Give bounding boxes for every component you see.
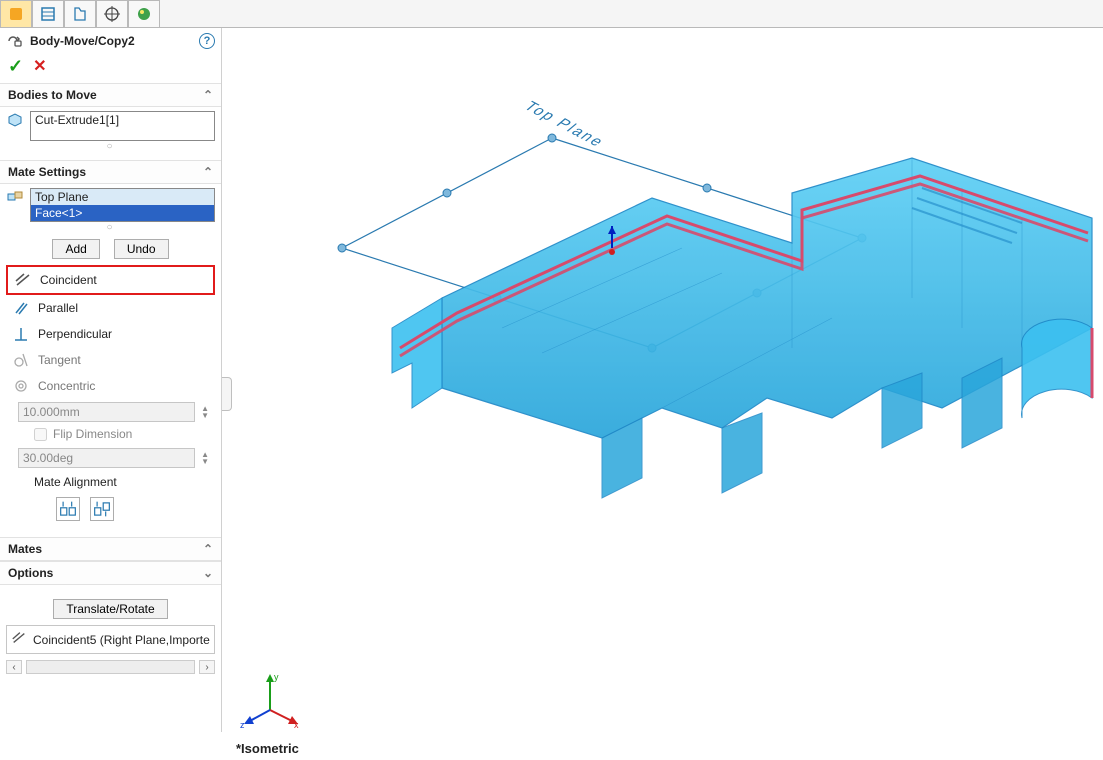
panel-drag-handle[interactable] (222, 377, 232, 411)
resize-grip[interactable]: ○ (6, 222, 215, 233)
applied-mate-label: Coincident5 (Right Plane,Importe (33, 633, 210, 647)
scroll-left[interactable]: ‹ (6, 660, 22, 674)
mate-label: Coincident (40, 273, 97, 287)
appearance-icon (135, 5, 153, 23)
mate-entity-item-selected[interactable]: Face<1> (31, 205, 214, 221)
move-copy-icon (6, 32, 24, 50)
align-opposite-icon (91, 498, 113, 520)
mates-section-title: Mates (8, 542, 42, 556)
bodies-section-body: Cut-Extrude1[1] ○ (0, 107, 221, 160)
mate-type-list: Coincident Parallel Perpendicular Tangen… (6, 265, 215, 399)
mate-tangent[interactable]: Tangent (6, 347, 215, 373)
translate-rotate-button[interactable]: Translate/Rotate (53, 599, 167, 619)
property-panel: Body-Move/Copy2 ? ✓ ✕ Bodies to Move ⌃ C… (0, 28, 222, 732)
mate-coincident[interactable]: Coincident (6, 265, 215, 295)
add-button[interactable]: Add (52, 239, 99, 259)
options-section-title: Options (8, 566, 53, 580)
property-icon (39, 5, 57, 23)
tab-appearance[interactable] (128, 0, 160, 27)
angle-input[interactable] (18, 448, 195, 468)
distance-input[interactable] (18, 402, 195, 422)
bodies-section-title: Bodies to Move (8, 88, 97, 102)
mate-settings-header[interactable]: Mate Settings ⌃ (0, 160, 221, 184)
target-icon (103, 5, 121, 23)
chevron-down-icon: ⌄ (203, 566, 213, 580)
axis-x-label: x (294, 720, 299, 730)
flip-checkbox[interactable] (34, 428, 47, 441)
config-icon (71, 5, 89, 23)
axis-z-label: z (240, 720, 245, 730)
concentric-icon (12, 377, 30, 395)
scroll-track[interactable] (26, 660, 195, 674)
axis-y-label: y (274, 672, 279, 682)
scroll-right[interactable]: › (199, 660, 215, 674)
distance-row: ▲▼ (6, 399, 215, 425)
feature-icon (7, 5, 25, 23)
chevron-up-icon: ⌃ (203, 165, 213, 179)
mate-settings-body: Top Plane Face<1> ○ Add Undo Coincident … (0, 184, 221, 537)
tab-config[interactable] (64, 0, 96, 27)
graphics-viewport[interactable]: Top Plane (222, 28, 1103, 760)
model-body[interactable] (322, 98, 1102, 548)
mate-label: Tangent (38, 353, 81, 367)
align-same-icon (57, 498, 79, 520)
chevron-up-icon: ⌃ (203, 88, 213, 102)
bodies-selection-box[interactable]: Cut-Extrude1[1] (30, 111, 215, 141)
mate-settings-title: Mate Settings (8, 165, 86, 179)
mate-entity-item[interactable]: Top Plane (31, 189, 214, 205)
mate-concentric[interactable]: Concentric (6, 373, 215, 399)
alignment-label: Mate Alignment (6, 471, 215, 493)
body-icon (6, 111, 24, 129)
confirm-row: ✓ ✕ (0, 54, 221, 83)
bodies-section-header[interactable]: Bodies to Move ⌃ (0, 83, 221, 107)
mate-label: Parallel (38, 301, 78, 315)
undo-button[interactable]: Undo (114, 239, 169, 259)
ok-button[interactable]: ✓ (8, 56, 23, 77)
parallel-icon (12, 299, 30, 317)
tab-feature[interactable] (0, 0, 32, 27)
angle-spinner[interactable]: ▲▼ (201, 451, 209, 465)
mates-section-header[interactable]: Mates ⌃ (0, 537, 221, 561)
angle-row: ▲▼ (6, 445, 215, 471)
flip-dimension-row[interactable]: Flip Dimension (6, 425, 215, 445)
coincident-icon (14, 271, 32, 289)
tangent-icon (12, 351, 30, 369)
align-same-button[interactable] (56, 497, 80, 521)
perpendicular-icon (12, 325, 30, 343)
options-section-header[interactable]: Options ⌄ (0, 561, 221, 585)
chevron-up-icon: ⌃ (203, 542, 213, 556)
flip-label: Flip Dimension (53, 427, 132, 441)
horizontal-scrollbar[interactable]: ‹ › (0, 658, 221, 676)
mate-entities-icon (6, 188, 24, 206)
resize-grip[interactable]: ○ (6, 141, 215, 152)
feature-header: Body-Move/Copy2 ? (0, 28, 221, 54)
property-manager-tabs (0, 0, 1103, 28)
feature-title: Body-Move/Copy2 (30, 34, 193, 48)
tab-property[interactable] (32, 0, 64, 27)
mate-perpendicular[interactable]: Perpendicular (6, 321, 215, 347)
body-item[interactable]: Cut-Extrude1[1] (31, 112, 214, 128)
distance-spinner[interactable]: ▲▼ (201, 405, 209, 419)
cancel-button[interactable]: ✕ (33, 56, 46, 77)
help-icon[interactable]: ? (199, 33, 215, 49)
view-name-label: *Isometric (236, 741, 299, 756)
mate-label: Concentric (38, 379, 95, 393)
mate-label: Perpendicular (38, 327, 112, 341)
coincident-icon (11, 630, 27, 649)
applied-mates-list[interactable]: Coincident5 (Right Plane,Importe (6, 625, 215, 654)
align-opposite-button[interactable] (90, 497, 114, 521)
mate-selection-box[interactable]: Top Plane Face<1> (30, 188, 215, 222)
tab-dimxpert[interactable] (96, 0, 128, 27)
view-triad[interactable]: y x z (240, 670, 300, 730)
mate-parallel[interactable]: Parallel (6, 295, 215, 321)
